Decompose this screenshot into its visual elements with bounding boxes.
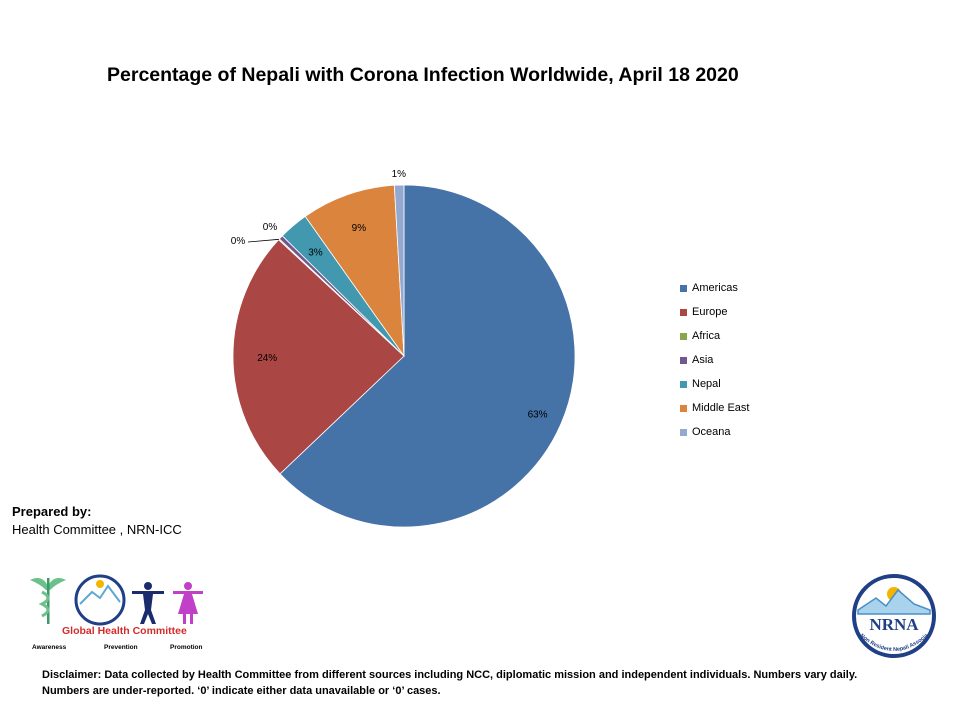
data-label: 24%	[257, 353, 277, 364]
data-label: 63%	[528, 409, 548, 420]
legend-item: Middle East	[680, 396, 749, 420]
legend-swatch	[680, 332, 687, 340]
legend-swatch	[680, 308, 687, 316]
legend-swatch	[680, 404, 687, 412]
leader-line	[247, 238, 280, 243]
legend-item: Oceana	[680, 420, 749, 444]
pie-slice-oceana	[393, 184, 405, 357]
legend-swatch	[680, 428, 687, 436]
data-label: 0%	[263, 222, 278, 233]
data-label: 9%	[352, 223, 367, 234]
pie-slice-europe	[232, 239, 405, 475]
female-figure-icon	[173, 582, 203, 624]
pie-slice-middle-east	[304, 184, 405, 358]
pie-slice-americas	[279, 184, 576, 528]
prepared-by: Prepared by: Health Committee , NRN-ICC	[12, 504, 182, 537]
legend-item: Africa	[680, 324, 749, 348]
legend-item: Americas	[680, 276, 749, 300]
legend-swatch	[680, 380, 687, 388]
ghc-tag: Promotion	[170, 644, 203, 651]
legend-swatch	[680, 356, 687, 364]
data-label: 3%	[308, 248, 323, 259]
ghc-title: Global Health Committee	[62, 625, 187, 637]
chart-title: Percentage of Nepali with Corona Infecti…	[107, 64, 739, 86]
ghc-tag: Awareness	[32, 644, 67, 651]
legend-item: Nepal	[680, 372, 749, 396]
prepared-by-name: Health Committee , NRN-ICC	[12, 522, 182, 537]
legend-label: Oceana	[692, 426, 731, 438]
legend-item: Europe	[680, 300, 749, 324]
disclaimer: Disclaimer: Data collected by Health Com…	[42, 669, 858, 697]
legend-swatch	[680, 284, 687, 292]
global-health-committee-logo	[30, 574, 203, 626]
nrna-logo-text: NRNA	[869, 615, 919, 634]
data-label: 1%	[392, 169, 407, 180]
nrna-logo: NRNA Non Resident Nepali Association	[850, 574, 936, 658]
caduceus-icon	[30, 578, 66, 624]
legend: Americas Europe Africa Asia Nepal Middle East…	[680, 276, 749, 444]
legend-label: Americas	[692, 282, 738, 294]
prepared-by-heading: Prepared by:	[12, 504, 92, 519]
legend-label: Nepal	[692, 378, 721, 390]
legend-label: Middle East	[692, 402, 750, 414]
legend-label: Africa	[692, 330, 721, 342]
legend-label: Europe	[692, 306, 728, 318]
legend-label: Asia	[692, 354, 714, 366]
nrna-small-icon	[74, 574, 126, 626]
data-label: 0%	[231, 236, 246, 247]
legend-item: Asia	[680, 348, 749, 372]
male-figure-icon	[132, 582, 164, 624]
ghc-tag: Prevention	[104, 644, 138, 651]
